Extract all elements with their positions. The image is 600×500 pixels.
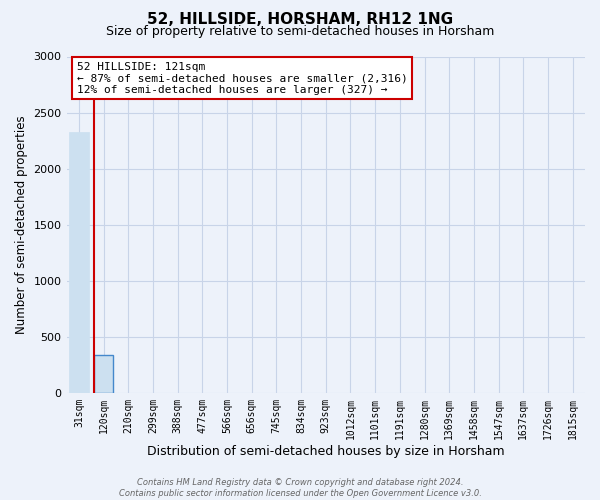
Bar xyxy=(69,132,89,393)
X-axis label: Distribution of semi-detached houses by size in Horsham: Distribution of semi-detached houses by … xyxy=(147,444,505,458)
Text: Contains HM Land Registry data © Crown copyright and database right 2024.
Contai: Contains HM Land Registry data © Crown c… xyxy=(119,478,481,498)
Text: 52 HILLSIDE: 121sqm
← 87% of semi-detached houses are smaller (2,316)
12% of sem: 52 HILLSIDE: 121sqm ← 87% of semi-detach… xyxy=(77,62,407,94)
Text: Size of property relative to semi-detached houses in Horsham: Size of property relative to semi-detach… xyxy=(106,25,494,38)
Bar xyxy=(94,356,113,393)
Y-axis label: Number of semi-detached properties: Number of semi-detached properties xyxy=(15,116,28,334)
Text: 52, HILLSIDE, HORSHAM, RH12 1NG: 52, HILLSIDE, HORSHAM, RH12 1NG xyxy=(147,12,453,28)
